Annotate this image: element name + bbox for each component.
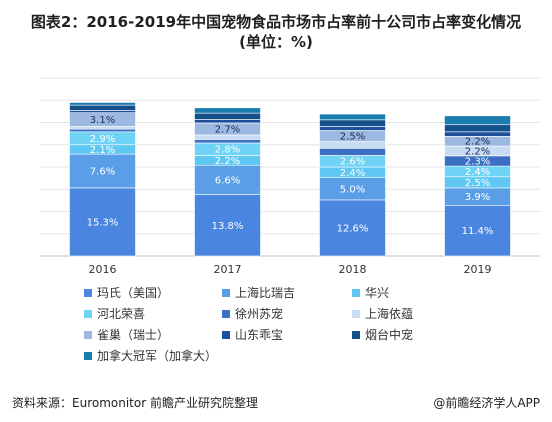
data-label: 2.3% — [465, 156, 490, 167]
bar-segment-2016-5 — [69, 126, 136, 130]
bar-segment-2016-1 — [69, 153, 136, 189]
legend-label: 玛氏（美国） — [97, 286, 169, 300]
bar-segment-2017-0 — [194, 194, 261, 257]
data-labels: 15.3%7.6%2.1%2.9%3.1%13.8%6.6%2.2%2.8%2.… — [87, 115, 494, 237]
legend-swatch — [222, 289, 230, 297]
legend-label: 徐州苏宠 — [235, 306, 283, 321]
bar-segment-2019-0 — [444, 204, 511, 257]
bar-segment-2018-0 — [319, 199, 386, 257]
bar-segment-2019-8 — [444, 124, 511, 133]
legend-label: 河北荣喜 — [97, 307, 145, 321]
bar-segment-2017-7 — [194, 119, 261, 124]
bar-segment-2019-7 — [444, 131, 511, 137]
legend-swatch — [222, 331, 230, 339]
bar-segment-2017-9 — [194, 107, 261, 114]
bar-segment-2016-9 — [69, 102, 136, 106]
data-label: 2.2% — [465, 146, 490, 157]
data-label: 2.9% — [90, 134, 115, 145]
chart-title-line1: 图表2：2016-2019年中国宠物食品市场市占率前十公司市占率变化情况 — [30, 13, 522, 31]
bar-segment-2017-1 — [194, 164, 261, 195]
credit-note: @前瞻经济学人APP — [433, 396, 540, 410]
data-label: 2.4% — [465, 167, 490, 178]
source-note: 资料来源：Euromonitor 前瞻产业研究院整理 — [12, 396, 258, 410]
data-label: 2.1% — [90, 145, 115, 156]
data-label: 3.9% — [465, 192, 490, 203]
data-label: 12.6% — [337, 223, 369, 234]
x-tick-label: 2017 — [214, 263, 242, 276]
legend-swatch — [84, 310, 92, 318]
data-label: 11.4% — [462, 226, 494, 237]
bar-segment-2019-9 — [444, 115, 511, 126]
bar-segment-2017-5 — [194, 134, 261, 140]
bar-segment-2017-4 — [194, 139, 261, 144]
x-tick-label: 2019 — [464, 263, 492, 276]
data-label: 2.5% — [465, 178, 490, 189]
chart-title-line2: (单位：%) — [239, 33, 313, 51]
bar-segment-2017-8 — [194, 112, 261, 120]
bar-segment-2018-9 — [319, 113, 386, 121]
data-label: 15.3% — [87, 217, 119, 228]
legend-label: 华兴 — [365, 286, 389, 300]
chart-title: 图表2：2016-2019年中国宠物食品市场市占率前十公司市占率变化情况 (单位… — [0, 12, 552, 52]
bar-segment-2016-0 — [69, 187, 136, 257]
x-tick-label: 2016 — [89, 263, 117, 276]
legend-swatch — [84, 352, 92, 360]
legend-swatch — [84, 331, 92, 339]
x-tick-label: 2018 — [339, 263, 367, 276]
legend-swatch — [84, 289, 92, 297]
data-label: 2.5% — [340, 132, 365, 143]
data-label: 5.0% — [340, 184, 365, 195]
bar-segment-2018-5 — [319, 141, 386, 149]
bar-segment-2016-4 — [69, 128, 136, 133]
bar-segment-2018-4 — [319, 148, 386, 156]
legend-swatch — [352, 310, 360, 318]
data-label: 7.6% — [90, 167, 115, 178]
bar-segment-2016-8 — [69, 104, 136, 111]
bar-segment-2018-8 — [319, 119, 386, 127]
legend-swatch — [352, 331, 360, 339]
bars — [69, 102, 511, 257]
legend-label: 上海比瑞吉 — [235, 285, 295, 300]
data-label: 6.6% — [215, 175, 240, 186]
data-label: 2.7% — [215, 124, 240, 135]
bar-segment-2016-7 — [69, 110, 136, 114]
data-label: 13.8% — [212, 221, 244, 232]
legend-label: 山东乖宝 — [235, 328, 283, 342]
data-label: 2.2% — [465, 137, 490, 148]
data-label: 2.4% — [340, 168, 365, 179]
x-axis: 2016 2017 2018 2019 — [89, 263, 492, 276]
legend-label: 烟台中宠 — [365, 327, 413, 342]
data-label: 2.8% — [215, 145, 240, 156]
legend-swatch — [352, 289, 360, 297]
legend-label: 雀巢（瑞士） — [97, 328, 169, 342]
bar-segment-2018-7 — [319, 126, 386, 131]
legend-label: 上海依蕴 — [365, 306, 413, 321]
legend-label: 加拿大冠军（加拿大） — [97, 348, 217, 363]
data-label: 2.6% — [340, 157, 365, 168]
data-label: 2.2% — [215, 156, 240, 167]
data-label: 3.1% — [90, 115, 115, 126]
legend-swatch — [222, 310, 230, 318]
